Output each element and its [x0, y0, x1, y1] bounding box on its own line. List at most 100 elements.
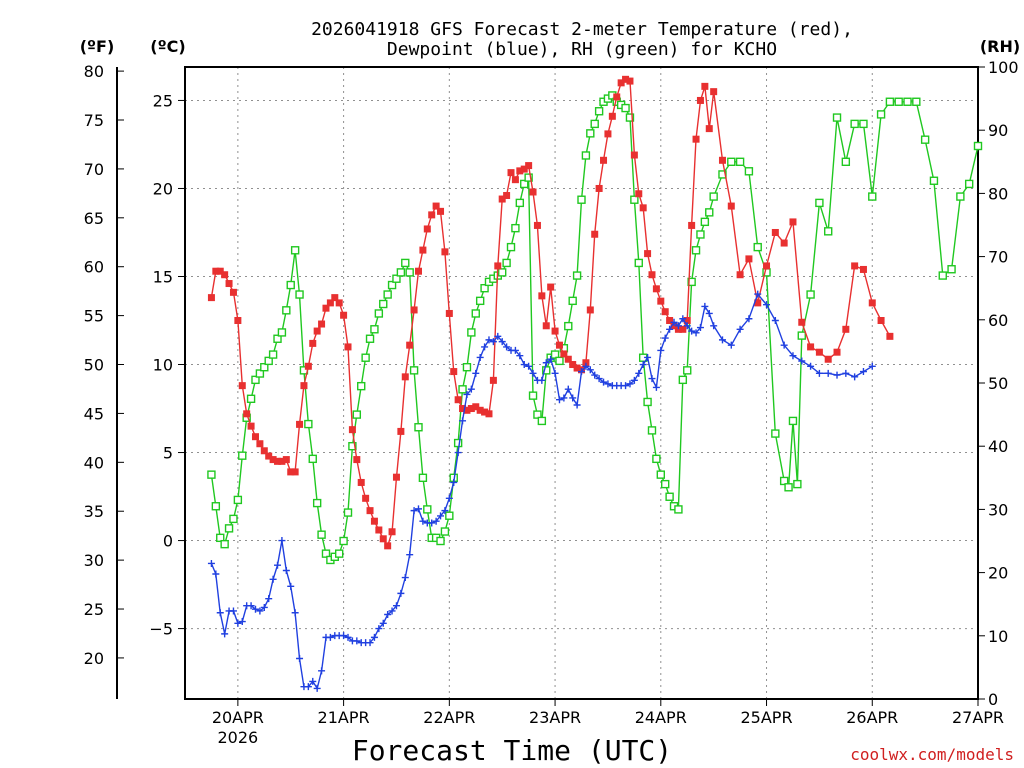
- temperature-point: [481, 408, 489, 416]
- rh-point: [678, 375, 688, 385]
- x-axis-label: Forecast Time (UTC): [352, 734, 672, 767]
- dewpoint-point: [247, 602, 255, 610]
- temperature-point: [807, 343, 815, 351]
- dewpoint-point: [520, 361, 528, 369]
- fahrenheit-tick-label: 80: [84, 62, 104, 81]
- rh-point: [572, 271, 582, 280]
- dewpoint-point: [639, 361, 647, 369]
- rh-point: [229, 514, 238, 524]
- rh-point: [321, 549, 331, 558]
- temperature-point: [296, 420, 304, 428]
- dewpoint-point: [551, 369, 559, 377]
- dewpoint-point: [392, 602, 400, 610]
- temperature-point: [630, 151, 638, 159]
- temperature-point: [335, 299, 343, 307]
- dewpoint-point: [674, 322, 682, 330]
- rh-point: [401, 258, 410, 268]
- temperature-point: [529, 188, 537, 196]
- dewpoint-point: [670, 318, 678, 326]
- rh-point: [661, 479, 670, 489]
- dewpoint-point: [555, 396, 563, 404]
- rh-point: [216, 533, 225, 543]
- grid-lines: [185, 67, 978, 699]
- rh-point: [365, 334, 375, 343]
- dewpoint-point: [384, 610, 392, 618]
- dewpoint-point: [265, 595, 273, 603]
- dewpoint-point: [207, 559, 215, 567]
- temperature-point: [533, 221, 541, 229]
- temperature-point: [243, 410, 251, 418]
- rh-point: [630, 195, 639, 204]
- rh-point: [555, 356, 564, 366]
- temperature-point: [450, 368, 458, 376]
- rh-point: [467, 328, 476, 337]
- temperature-point: [692, 135, 700, 143]
- dewpoint-point: [269, 575, 277, 583]
- dewpoint-point: [736, 325, 744, 333]
- temperature-point: [485, 410, 493, 418]
- temperature-point: [225, 280, 233, 288]
- rh-point: [912, 97, 921, 106]
- dewpoint-point: [287, 582, 295, 590]
- temperature-point: [467, 405, 475, 413]
- fahrenheit-tick-label: 35: [84, 502, 104, 521]
- temperature-point: [613, 93, 621, 101]
- rh-point: [246, 394, 256, 403]
- rh-point: [423, 505, 432, 514]
- temperature-point: [771, 228, 779, 236]
- rh-point: [621, 103, 630, 113]
- rh-point: [374, 309, 384, 318]
- dewpoint-point: [229, 607, 237, 615]
- dewpoint-point: [679, 315, 687, 323]
- series: [207, 75, 983, 692]
- rh-tick-label: 60: [988, 311, 1008, 330]
- rh-point: [268, 350, 278, 359]
- credit-text: coolwx.com/models: [850, 745, 1014, 764]
- rh-point: [511, 223, 520, 233]
- dewpoint-point: [683, 322, 691, 330]
- temperature-point: [392, 473, 400, 481]
- rh-point: [396, 268, 406, 277]
- dewpoint-point: [833, 371, 841, 379]
- dewpoint-point: [538, 376, 546, 384]
- fahrenheit-tick-label: 70: [84, 160, 104, 179]
- rh-point: [705, 208, 714, 217]
- dewpoint-point: [644, 353, 652, 361]
- rh-point: [361, 353, 370, 362]
- temperature-point: [318, 320, 326, 328]
- rh-point: [502, 258, 511, 268]
- rh-point: [445, 511, 454, 520]
- rh-point: [453, 438, 463, 448]
- temperature-point: [234, 317, 242, 325]
- dewpoint-point: [600, 378, 608, 386]
- dewpoint-point: [780, 341, 788, 349]
- rh-point: [779, 476, 789, 486]
- rh-point: [317, 530, 326, 539]
- temperature-point: [437, 207, 445, 215]
- rh-point: [379, 299, 388, 309]
- temperature-point: [238, 382, 246, 390]
- rh-point: [586, 129, 595, 138]
- temperature-point: [498, 195, 506, 203]
- temperature-point: [397, 427, 405, 435]
- rh-point: [480, 284, 489, 293]
- rh-point: [938, 271, 947, 280]
- rh-point: [947, 265, 956, 274]
- temperature-point: [644, 250, 652, 258]
- rh-unit-label: (RH): [980, 37, 1020, 56]
- temperature-point: [833, 348, 841, 356]
- temperature-point: [604, 130, 612, 138]
- temperature-point: [886, 332, 894, 340]
- fahrenheit-tick-label: 45: [84, 404, 104, 423]
- temperature-point: [560, 350, 568, 358]
- temperature-point: [212, 267, 220, 275]
- x-tick-label: 23APR: [529, 708, 581, 727]
- temperature-point: [300, 382, 308, 390]
- rh-point: [652, 454, 661, 464]
- dewpoint-point: [688, 327, 696, 335]
- dewpoint-point: [652, 383, 660, 391]
- dewpoint-point: [595, 375, 603, 383]
- rh-point: [251, 375, 260, 385]
- rh-point: [264, 356, 273, 366]
- celsius-tick-label: −5: [149, 620, 173, 639]
